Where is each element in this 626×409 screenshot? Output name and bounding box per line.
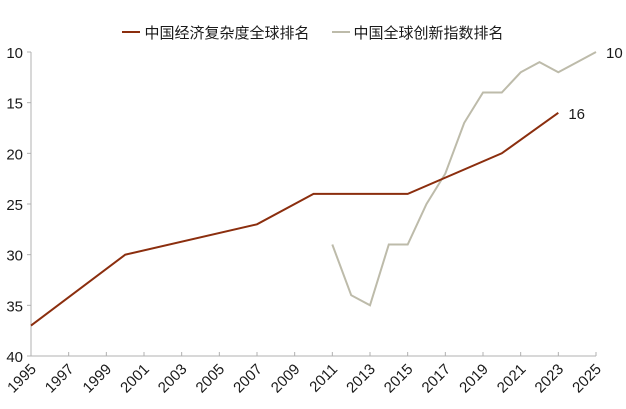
series-line [30, 111, 559, 327]
x-tick-label: 2023 [532, 361, 568, 397]
y-tick-label: 25 [6, 197, 23, 214]
x-tick-label: 2007 [230, 361, 266, 397]
x-tick-label: 2017 [419, 361, 455, 397]
y-tick-label: 40 [6, 349, 23, 366]
x-tick-label: 2005 [193, 361, 229, 397]
chart-legend: 中国经济复杂度全球排名 中国全球创新指数排名 [0, 20, 626, 44]
x-tick-label: 2015 [381, 361, 417, 397]
x-tick-label: 2021 [494, 361, 530, 397]
x-tick-label: 2001 [117, 361, 153, 397]
series-end-label: 16 [568, 106, 585, 123]
x-tick-label: 1997 [42, 361, 78, 397]
x-tick-label: 2013 [343, 361, 379, 397]
legend-swatch-economic-complexity [122, 31, 141, 33]
x-tick-label: 1999 [80, 361, 116, 397]
y-tick-label: 20 [6, 146, 23, 163]
y-tick-label: 15 [6, 96, 23, 113]
x-tick-label: 1995 [4, 361, 40, 397]
legend-label-economic-complexity: 中国经济复杂度全球排名 [144, 24, 310, 42]
y-tick-label: 35 [6, 298, 23, 315]
y-tick-label: 30 [6, 248, 23, 265]
chart-labels: 10 16 [568, 45, 622, 123]
chart-lines [30, 51, 597, 327]
series-end-label: 10 [606, 45, 623, 62]
legend-item-innovation-index: 中国全球创新指数排名 [331, 22, 504, 43]
x-tick-label: 2025 [569, 361, 605, 397]
y-tick-label: 10 [6, 45, 23, 62]
x-tick-label: 2019 [456, 361, 492, 397]
series-line [331, 51, 597, 307]
x-tick-label: 2003 [155, 361, 191, 397]
legend-label-innovation-index: 中国全球创新指数排名 [353, 24, 504, 42]
legend-swatch-innovation-index [331, 31, 350, 33]
x-tick-label: 2011 [306, 361, 341, 396]
legend-item-economic-complexity: 中国经济复杂度全球排名 [122, 22, 310, 43]
x-tick-label: 2009 [268, 361, 304, 397]
